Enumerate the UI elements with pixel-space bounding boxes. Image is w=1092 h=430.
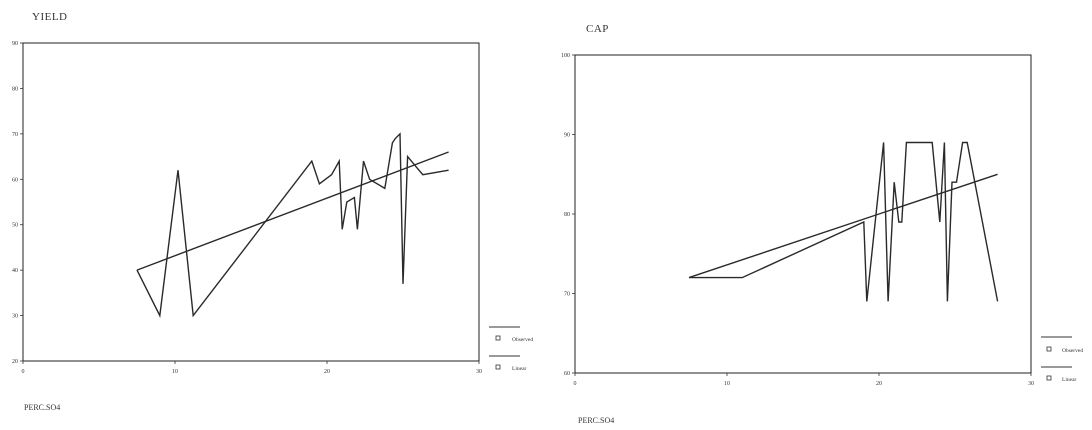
plot-area: [136, 132, 449, 318]
y-tick-label: 70: [12, 132, 18, 138]
y-tick-labels: 20 30 40 50 60 70 80 90: [12, 41, 23, 365]
x-tick-label: 20: [876, 381, 882, 387]
y-tick-label: 80: [12, 86, 18, 92]
x-tick-label: 0: [22, 369, 25, 375]
y-tick-label: 60: [12, 177, 18, 183]
y-tick-label: 90: [12, 41, 18, 47]
x-axis-label: PERC.SO4: [24, 403, 60, 412]
legend-label-linear: Linear: [1062, 377, 1077, 383]
x-tick-label: 10: [172, 369, 178, 375]
series-line-observed: [689, 141, 999, 302]
x-tick-label: 0: [574, 381, 577, 387]
x-tick-label: 20: [324, 369, 330, 375]
series-line-observed: [136, 132, 449, 318]
y-tick-label: 80: [564, 212, 570, 218]
legend-marker-observed: [1046, 346, 1052, 352]
x-axis-label: PERC.SO4: [578, 416, 614, 425]
legend-label-linear: Linear: [512, 366, 527, 372]
legend-marker-linear: [1046, 375, 1052, 381]
chart-title: YIELD: [32, 11, 68, 23]
x-tick-label: 10: [724, 381, 730, 387]
legend: Observed Linear: [1041, 336, 1083, 383]
plot-frame: [22, 42, 480, 362]
series-line-linear: [136, 151, 449, 271]
x-tick-labels: 0 10 20 30: [574, 373, 1034, 387]
legend: Observed Linear: [489, 326, 533, 372]
chart-title: CAP: [586, 23, 609, 35]
plot-frame: [574, 54, 1032, 374]
y-tick-labels: 60 70 80 90 100: [561, 53, 575, 377]
y-tick-label: 40: [12, 268, 18, 274]
cap-chart: CAP 60 70 80 90 100 0 10 20 30 PERC.SO4 Observe…: [561, 23, 1083, 425]
plot-area: [688, 141, 999, 302]
y-tick-label: 70: [564, 292, 570, 298]
x-tick-label: 30: [1028, 381, 1034, 387]
x-tick-labels: 0 10 20 30: [22, 361, 482, 375]
legend-label-observed: Observed: [512, 337, 533, 343]
y-tick-label: 100: [561, 53, 570, 59]
legend-marker-linear: [495, 364, 501, 370]
legend-marker-observed: [495, 335, 501, 341]
series-line-linear: [688, 173, 998, 279]
legend-label-observed: Observed: [1062, 348, 1083, 354]
y-tick-label: 30: [12, 314, 18, 320]
y-tick-label: 60: [564, 371, 570, 377]
y-tick-label: 50: [12, 223, 18, 229]
y-tick-label: 90: [564, 133, 570, 139]
y-tick-label: 20: [12, 359, 18, 365]
x-tick-label: 30: [476, 369, 482, 375]
